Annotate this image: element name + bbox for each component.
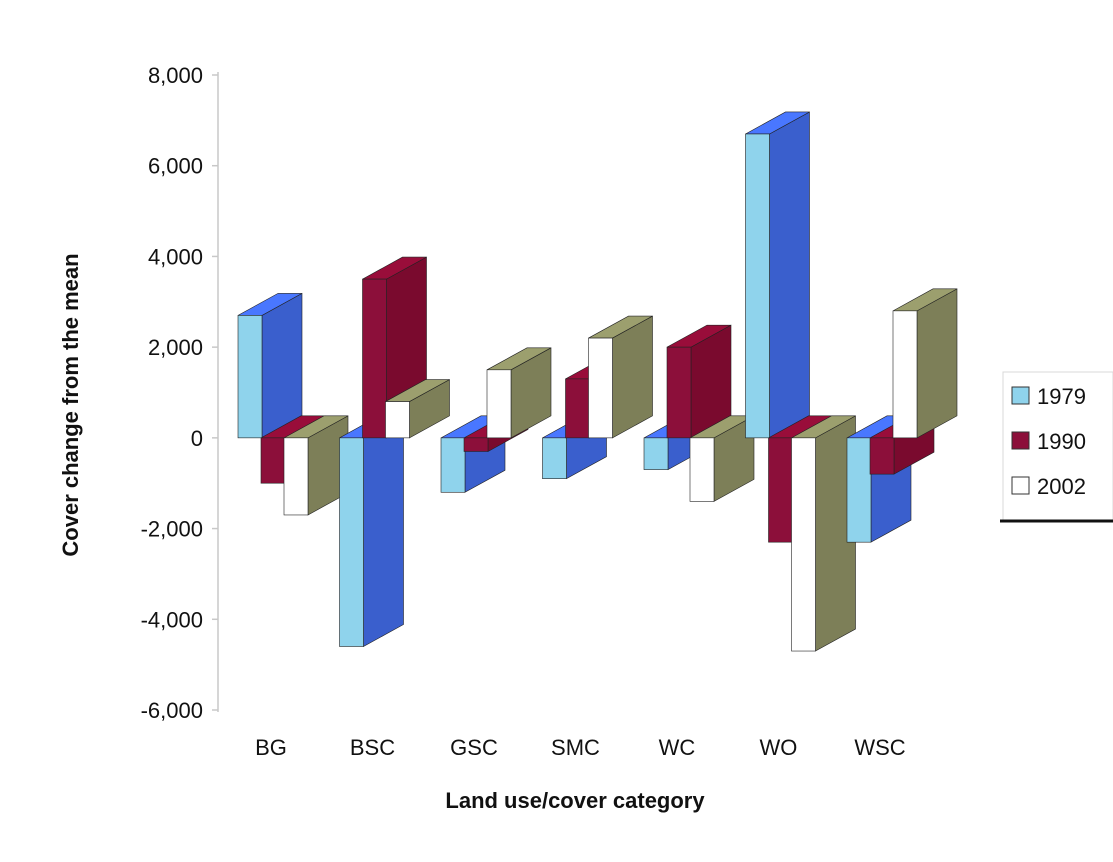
bar-side bbox=[769, 111, 810, 439]
bar-side bbox=[261, 292, 303, 439]
bar-wsc-2002 bbox=[892, 288, 958, 439]
y-tick-label: -2,000 bbox=[141, 517, 203, 542]
bar-face bbox=[643, 437, 669, 470]
bar-bsc-1979 bbox=[339, 415, 404, 648]
bar-face bbox=[339, 437, 364, 647]
bar-face bbox=[260, 437, 286, 484]
legend-label-2002: 2002 bbox=[1037, 474, 1086, 499]
legend: 1979 1990 2002 bbox=[1000, 371, 1113, 523]
x-tick-label: GSC bbox=[450, 735, 498, 760]
bar-face bbox=[440, 437, 466, 493]
bars bbox=[237, 111, 958, 652]
x-axis-labels: BG BSC GSC SMC WC WO WSC bbox=[255, 735, 906, 760]
x-tick-label: BG bbox=[255, 735, 287, 760]
bar-face bbox=[385, 401, 410, 439]
x-tick-label: WSC bbox=[854, 735, 905, 760]
bar-bg-1979 bbox=[237, 292, 303, 439]
bar-face bbox=[689, 437, 715, 502]
bar-face bbox=[892, 310, 918, 439]
x-tick-label: BSC bbox=[350, 735, 395, 760]
y-axis-title: Cover change from the mean bbox=[58, 253, 83, 556]
bar-face bbox=[846, 437, 872, 543]
bar-bsc-2002 bbox=[385, 379, 450, 439]
bar-face bbox=[869, 437, 895, 475]
y-tick-label: 2,000 bbox=[148, 335, 203, 360]
y-tick-label: 8,000 bbox=[148, 63, 203, 88]
bar-face bbox=[362, 278, 387, 439]
bar-wo-2002 bbox=[791, 415, 856, 652]
y-axis: 8,000 6,000 4,000 2,000 0 -2,000 -4,000 -6,000 bbox=[141, 63, 219, 723]
bar-face bbox=[565, 378, 590, 439]
bar-bg-2002 bbox=[283, 415, 349, 516]
bar-face bbox=[666, 346, 692, 439]
bar-wc-1990 bbox=[666, 324, 732, 439]
bar-side bbox=[916, 288, 958, 439]
bar-face bbox=[588, 337, 613, 439]
bar-wc-2002 bbox=[689, 415, 755, 502]
y-tick-label: 0 bbox=[191, 426, 203, 451]
x-axis-title: Land use/cover category bbox=[445, 788, 705, 813]
legend-label-1990: 1990 bbox=[1037, 429, 1086, 454]
y-tick-label: 6,000 bbox=[148, 154, 203, 179]
legend-swatch-1990 bbox=[1011, 431, 1030, 450]
y-tick-label: -4,000 bbox=[141, 607, 203, 632]
bar-face bbox=[486, 369, 512, 439]
x-tick-label: WC bbox=[659, 735, 696, 760]
legend-label-1979: 1979 bbox=[1037, 384, 1086, 409]
bar-gsc-2002 bbox=[486, 347, 552, 439]
bar-face bbox=[745, 133, 770, 439]
bar-smc-2002 bbox=[588, 315, 653, 439]
x-tick-label: SMC bbox=[551, 735, 600, 760]
y-tick-label: -6,000 bbox=[141, 698, 203, 723]
x-tick-label: WO bbox=[760, 735, 798, 760]
bar-face bbox=[791, 437, 816, 652]
y-tick-label: 4,000 bbox=[148, 244, 203, 269]
bar-face bbox=[542, 437, 567, 479]
bar-side bbox=[363, 415, 404, 648]
bar-face bbox=[463, 437, 489, 452]
legend-swatch-2002 bbox=[1011, 476, 1030, 495]
bar-wo-1979 bbox=[745, 111, 810, 439]
bar-face bbox=[237, 315, 263, 439]
bar-face bbox=[283, 437, 309, 516]
legend-swatch-1979 bbox=[1011, 386, 1030, 405]
bar-face bbox=[768, 437, 793, 543]
